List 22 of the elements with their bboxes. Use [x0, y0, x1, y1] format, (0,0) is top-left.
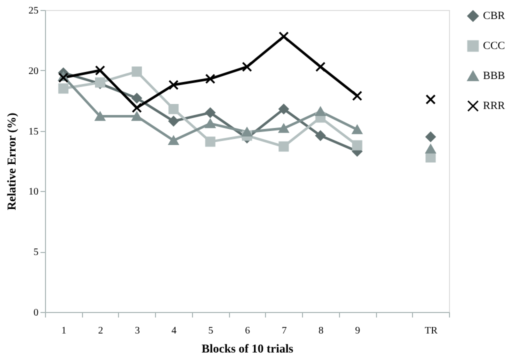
- y-tick-label: 5: [34, 247, 38, 258]
- x-tick-label: 5: [208, 326, 214, 336]
- legend-label: CCC: [483, 40, 506, 52]
- x-tick-label: 4: [172, 326, 177, 336]
- x-tick-label: TR: [424, 326, 438, 336]
- y-tick-label: 25: [28, 6, 38, 16]
- y-tick-label: 20: [28, 66, 38, 77]
- x-tick-label: 9: [355, 326, 360, 336]
- x-tick-label: 2: [98, 326, 104, 336]
- x-tick-label: 3: [134, 326, 140, 336]
- x-tick-label: 1: [61, 326, 66, 336]
- legend-label: CBR: [483, 10, 506, 22]
- x-tick-label: 7: [282, 326, 287, 336]
- x-tick-label: 6: [245, 326, 250, 336]
- y-tick-label: 0: [34, 308, 38, 318]
- legend-label: RRR: [483, 100, 506, 112]
- x-axis-title: Blocks of 10 trials: [202, 342, 294, 356]
- y-tick-label: 10: [28, 186, 38, 198]
- legend-label: BBB: [483, 70, 506, 82]
- y-axis-title: Relative Error (%): [4, 112, 18, 210]
- x-tick-label: 8: [318, 326, 324, 336]
- y-tick-label: 15: [28, 126, 38, 138]
